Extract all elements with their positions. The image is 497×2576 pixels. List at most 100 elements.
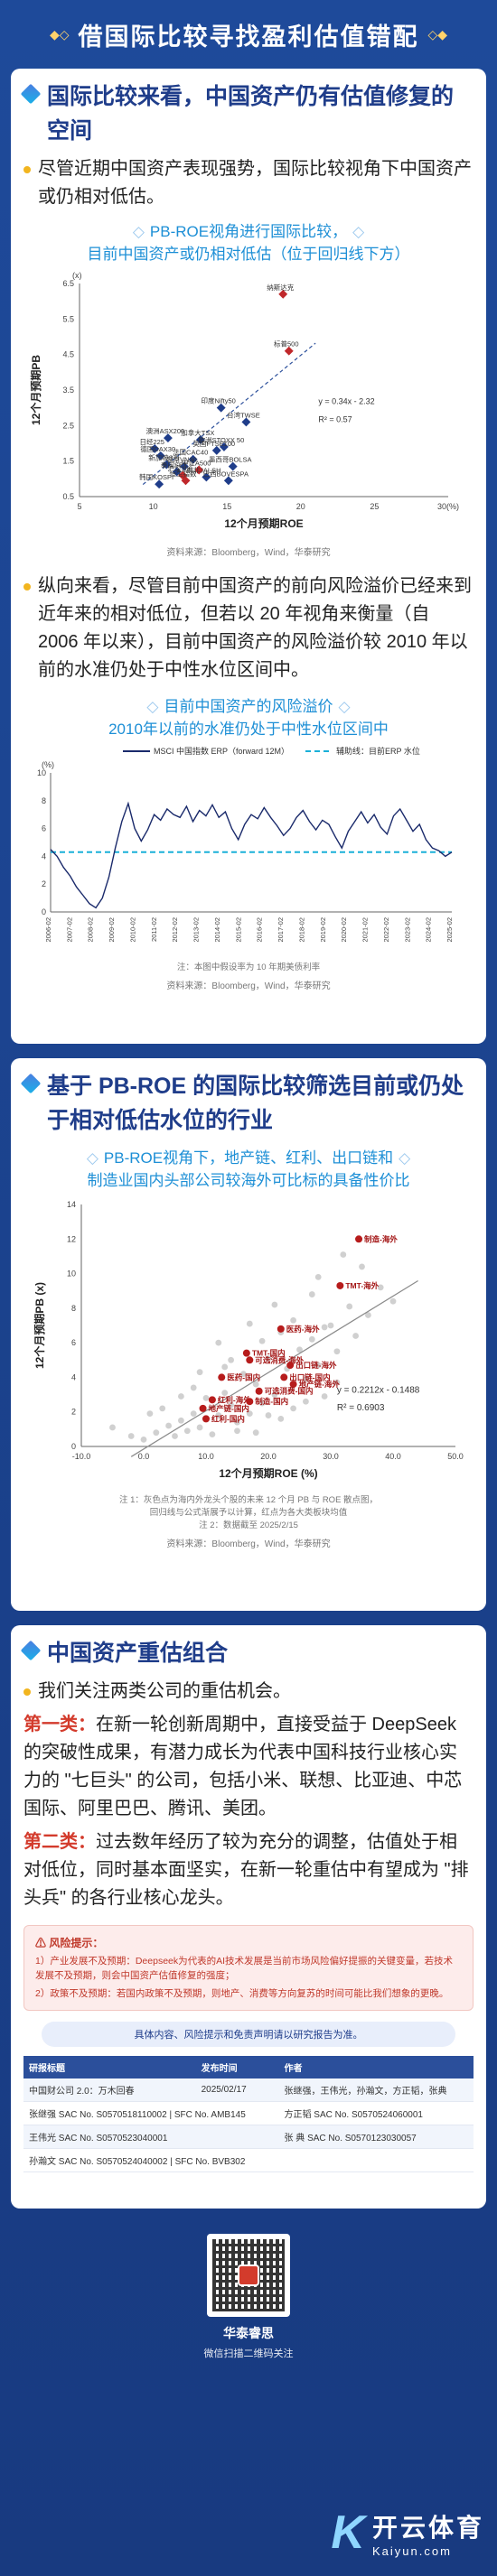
section-valuation-card: 国际比较来看，中国资产仍有估值修复的空间 尽管近期中国资产表现强势，国际比较视角… bbox=[11, 69, 486, 1044]
point-label: 沪深300 bbox=[167, 463, 192, 472]
chart-source: 资料来源：Bloomberg，Wind，华泰研究 bbox=[166, 1539, 331, 1549]
y-tick-label: 8 bbox=[42, 796, 46, 805]
bullet-text: 尽管近期中国资产表现强势，国际比较视角下中国资产或仍相对低估。 bbox=[38, 159, 472, 207]
x-tick-label: 2019-02 bbox=[319, 917, 327, 943]
bullet-dot-icon bbox=[23, 166, 31, 173]
section-industry-card: 基于 PB-ROE 的国际比较筛选目前或仍处于相对低估水位的行业 ◇ PB-ROE… bbox=[11, 1058, 486, 1611]
peer-stock-point bbox=[215, 1339, 222, 1346]
peer-stock-point bbox=[265, 1354, 272, 1362]
data-point bbox=[155, 451, 165, 460]
report-author-cell: 张继强，王伟光，孙瀚文，方正韬，张典 bbox=[278, 2078, 474, 2102]
y-unit-label: (x) bbox=[72, 271, 82, 280]
peer-stock-point bbox=[271, 1391, 278, 1398]
legend-label: MSCI 中国指数 ERP（forward 12M） bbox=[154, 746, 289, 756]
analyst-cell: 张 典 SAC No. S0570123030057 bbox=[278, 2125, 474, 2149]
y-tick-label: 2 bbox=[71, 1408, 76, 1417]
chart-title-line2: 2010年以前的水准仍处于中性水位区间中 bbox=[108, 721, 389, 738]
peer-stock-point bbox=[190, 1384, 197, 1391]
sector-mean-point bbox=[289, 1381, 297, 1389]
peer-stock-point bbox=[209, 1431, 216, 1437]
risk-warning-box: ⚠ 风险提示： 1）产业发展不及预期：Deepseek为代表的AI技术发展是当前… bbox=[23, 1925, 474, 2011]
peer-stock-point bbox=[234, 1427, 240, 1435]
point-label: 印度Nifty50 bbox=[202, 396, 236, 405]
footer: 华泰睿思 微信扫描二维码关注 bbox=[0, 2234, 497, 2360]
data-point bbox=[195, 435, 205, 445]
x-tick-label: 0.0 bbox=[138, 1452, 150, 1461]
chart-note: 注 2：数据截至 2025/2/15 bbox=[199, 1520, 298, 1530]
regression-formula: y = 0.34x - 2.32 bbox=[318, 397, 374, 406]
peer-stock-point bbox=[252, 1429, 259, 1437]
table-header: 发布时间 bbox=[195, 2056, 279, 2078]
table-row: 张继强 SAC No. S0570518110002 | SFC No. AMB… bbox=[23, 2101, 474, 2125]
y-tick-label: 2 bbox=[42, 879, 46, 888]
data-point bbox=[194, 465, 204, 475]
sector-label: TMT-国内 bbox=[252, 1349, 286, 1358]
x-tick-label: -10.0 bbox=[72, 1452, 91, 1461]
sector-mean-point bbox=[246, 1398, 254, 1406]
x-tick-label: 40.0 bbox=[385, 1452, 401, 1461]
peer-stock-point bbox=[333, 1348, 341, 1355]
r-squared-label: R² = 0.57 bbox=[318, 414, 352, 423]
diamond-icon: ◇ bbox=[86, 1149, 98, 1167]
y-tick-label: 12 bbox=[67, 1234, 76, 1243]
peer-stock-point bbox=[196, 1424, 203, 1431]
sector-mean-point bbox=[336, 1281, 344, 1289]
data-point bbox=[202, 472, 211, 482]
section-title: 国际比较来看，中国资产仍有估值修复的空间 bbox=[47, 84, 455, 144]
sector-label: 地产链-海外 bbox=[299, 1380, 341, 1389]
banner-title: 借国际比较寻找盈利估值错配 bbox=[78, 23, 419, 51]
report-table: 研报标题 发布时间 作者 中国财公司 2.0：万木回春 2025/02/17 张… bbox=[23, 2056, 474, 2172]
diamond-icon: ◇ bbox=[146, 698, 159, 715]
peer-stock-point bbox=[234, 1418, 240, 1426]
peer-stock-point bbox=[296, 1346, 303, 1353]
chart-note: 回归线与公式渐展予以计算，红点为各大类板块均值 bbox=[149, 1508, 348, 1518]
peer-stock-point bbox=[246, 1320, 253, 1327]
x-tick-label: 2014-02 bbox=[213, 917, 221, 943]
y-tick-label: 5.5 bbox=[62, 314, 74, 323]
x-tick-label: 2022-02 bbox=[382, 917, 390, 943]
data-point bbox=[211, 445, 221, 455]
sector-label: 可选消费-海外 bbox=[255, 1355, 304, 1364]
table-row: 王伟光 SAC No. S0570523040001 张 典 SAC No. S… bbox=[23, 2125, 474, 2149]
analyst-cell: 张继强 SAC No. S0570518110002 | SFC No. AMB… bbox=[23, 2101, 279, 2125]
chart-source: 资料来源：Bloomberg，Wind，华泰研究 bbox=[166, 981, 331, 991]
data-point bbox=[241, 417, 251, 427]
chart-title: ◇ PB-ROE视角进行国际比较， ◇ 目前中国资产或仍相对低估（位于回归线下方） bbox=[23, 220, 474, 265]
peer-stock-point bbox=[271, 1301, 278, 1308]
x-tick-label: 2013-02 bbox=[192, 917, 201, 943]
r-squared-label: R² = 0.6903 bbox=[337, 1403, 385, 1413]
peer-stock-point bbox=[308, 1335, 315, 1343]
watermark-en: Kaiyun.com bbox=[371, 2543, 452, 2558]
peer-stock-point bbox=[140, 1436, 147, 1443]
peer-stock-point bbox=[252, 1381, 259, 1388]
peer-stock-point bbox=[228, 1401, 234, 1409]
point-label: 标普500 bbox=[274, 339, 299, 349]
point-label: 法国CAC40 bbox=[173, 448, 208, 457]
peer-stock-point bbox=[178, 1393, 184, 1400]
data-point bbox=[188, 454, 198, 464]
category-text: 在新一轮创新周期中，直接受益于 DeepSeek 的突破性成果，有潜力成长为代表… bbox=[23, 1715, 463, 1818]
x-tick-label: 50.0 bbox=[447, 1452, 464, 1461]
peer-stock-point bbox=[146, 1410, 154, 1418]
x-tick-label: 2012-02 bbox=[171, 917, 179, 943]
sector-label: 出口链-海外 bbox=[295, 1361, 337, 1370]
peer-stock-point bbox=[333, 1379, 341, 1386]
peer-stock-point bbox=[359, 1263, 365, 1270]
data-point bbox=[150, 443, 160, 453]
point-label: 新加坡STI bbox=[148, 453, 179, 462]
bullet-item: 尽管近期中国资产表现强势，国际比较视角下中国资产或仍相对低估。 bbox=[23, 155, 474, 211]
y-tick-label: 0 bbox=[42, 907, 46, 916]
risk-item: 1）产业发展不及预期：Deepseek为代表的AI技术发展是当前市场风险偏好提振… bbox=[35, 1956, 454, 1981]
chart-source: 资料来源：Bloomberg，Wind，华泰研究 bbox=[166, 548, 331, 558]
point-label: 墨西哥BOLSA bbox=[209, 456, 252, 464]
point-label: 中证A500 bbox=[182, 459, 211, 468]
peer-stock-point bbox=[127, 1433, 135, 1439]
x-tick-label: 2009-02 bbox=[108, 917, 116, 943]
table-header: 作者 bbox=[278, 2056, 474, 2078]
chart-note: 注：本图中假设率为 10 年期美债利率 bbox=[176, 963, 321, 972]
diamond-icon bbox=[20, 1640, 42, 1661]
peer-stock-point bbox=[109, 1424, 116, 1431]
x-tick-label: 2024-02 bbox=[425, 917, 433, 943]
qr-code[interactable] bbox=[207, 2234, 290, 2317]
